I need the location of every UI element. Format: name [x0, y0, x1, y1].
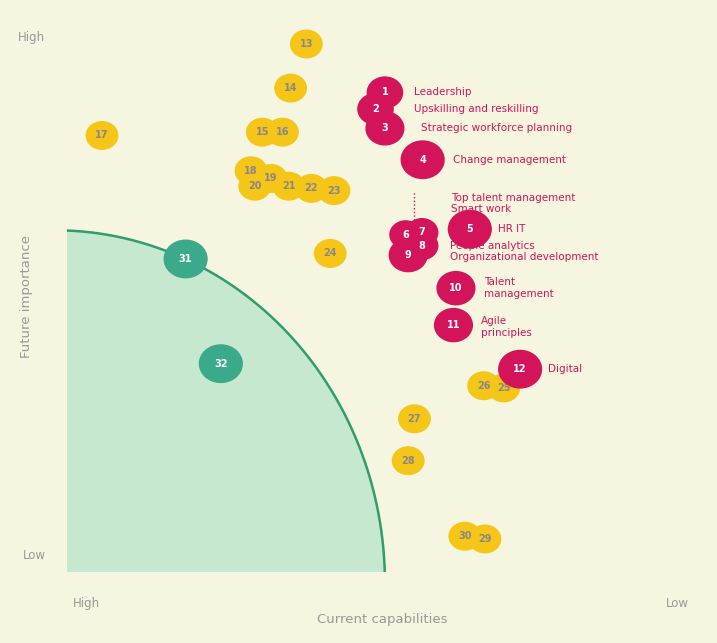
Text: High: High: [72, 597, 100, 610]
Text: 20: 20: [248, 181, 262, 191]
Circle shape: [390, 221, 422, 248]
Circle shape: [488, 374, 520, 402]
Text: Leadership: Leadership: [414, 87, 472, 98]
Text: 7: 7: [419, 228, 425, 237]
Polygon shape: [67, 231, 385, 572]
Text: 6: 6: [402, 230, 409, 240]
Text: Talent
management: Talent management: [484, 277, 554, 299]
Text: 5: 5: [467, 224, 473, 234]
Text: Change management: Change management: [453, 155, 566, 165]
Circle shape: [255, 165, 287, 192]
Text: HR IT: HR IT: [498, 224, 526, 234]
Text: 16: 16: [276, 127, 289, 137]
Text: 24: 24: [323, 248, 337, 258]
Circle shape: [469, 525, 500, 553]
Circle shape: [290, 30, 322, 58]
Circle shape: [407, 232, 438, 260]
Text: 32: 32: [214, 359, 227, 368]
Circle shape: [164, 240, 207, 278]
Text: 9: 9: [405, 250, 412, 260]
Circle shape: [399, 405, 430, 433]
Text: 31: 31: [179, 254, 192, 264]
Text: Agile
principles: Agile principles: [481, 316, 532, 338]
Text: 21: 21: [282, 181, 295, 191]
Text: Low: Low: [22, 549, 45, 562]
Circle shape: [239, 172, 270, 200]
Text: 15: 15: [255, 127, 269, 137]
Text: 11: 11: [447, 320, 460, 330]
Circle shape: [435, 309, 473, 341]
Circle shape: [275, 75, 306, 102]
Text: 14: 14: [284, 83, 298, 93]
Text: 8: 8: [419, 240, 425, 251]
Circle shape: [389, 239, 427, 271]
Text: 10: 10: [450, 283, 462, 293]
Text: 3: 3: [381, 123, 389, 133]
Text: 1: 1: [381, 87, 389, 98]
Text: 23: 23: [327, 186, 341, 195]
Text: 17: 17: [95, 131, 109, 140]
Circle shape: [437, 271, 475, 305]
Circle shape: [247, 118, 278, 146]
Text: Upskilling and reskilling: Upskilling and reskilling: [414, 104, 539, 114]
Text: 28: 28: [402, 456, 415, 466]
Circle shape: [315, 240, 346, 267]
Text: Future importance: Future importance: [20, 235, 33, 358]
Text: 4: 4: [419, 155, 426, 165]
Text: 18: 18: [244, 166, 258, 176]
Polygon shape: [696, 0, 717, 21]
Text: Digital: Digital: [548, 364, 582, 374]
Text: 13: 13: [300, 39, 313, 49]
Text: 12: 12: [513, 364, 527, 374]
Text: People analytics: People analytics: [450, 240, 534, 251]
Text: 26: 26: [477, 381, 490, 391]
Text: Smart work: Smart work: [451, 204, 511, 214]
Circle shape: [295, 175, 327, 202]
Text: 2: 2: [372, 104, 379, 114]
Text: 22: 22: [305, 183, 318, 194]
Circle shape: [499, 350, 541, 388]
Circle shape: [366, 112, 404, 145]
Text: 29: 29: [478, 534, 492, 544]
Circle shape: [235, 157, 267, 185]
Text: 25: 25: [497, 383, 511, 393]
Text: Strategic workforce planning: Strategic workforce planning: [421, 123, 572, 133]
Circle shape: [267, 118, 298, 146]
Circle shape: [448, 210, 491, 248]
Text: Top talent management: Top talent management: [451, 194, 575, 203]
Circle shape: [273, 172, 305, 200]
Text: High: High: [18, 31, 45, 44]
Text: 27: 27: [408, 414, 421, 424]
Circle shape: [407, 219, 438, 246]
Circle shape: [392, 447, 424, 475]
Text: 19: 19: [265, 174, 278, 183]
Circle shape: [86, 122, 118, 149]
Circle shape: [367, 77, 402, 108]
Text: 30: 30: [458, 531, 472, 541]
Text: Low: Low: [666, 597, 689, 610]
Circle shape: [402, 141, 444, 179]
Text: Current capabilities: Current capabilities: [316, 613, 447, 626]
Circle shape: [358, 94, 393, 125]
Text: Organizational development: Organizational development: [450, 252, 598, 262]
Circle shape: [449, 522, 480, 550]
Circle shape: [199, 345, 242, 383]
Circle shape: [468, 372, 499, 399]
Circle shape: [318, 177, 350, 204]
